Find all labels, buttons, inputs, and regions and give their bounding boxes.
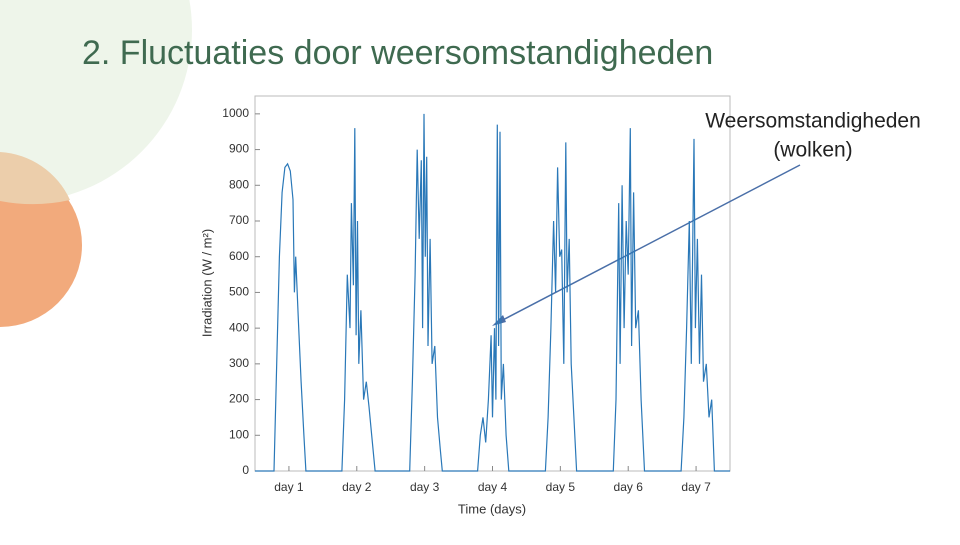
slide-title: 2. Fluctuaties door weersomstandigheden	[82, 34, 713, 72]
x-tick-label: day 7	[681, 480, 711, 494]
annotation-arrow	[496, 164, 801, 324]
decor-circle	[0, 163, 82, 327]
x-tick-label: day 5	[546, 480, 576, 494]
y-tick-label: 600	[229, 249, 249, 263]
x-tick-label: day 3	[410, 480, 440, 494]
annotation: Weersomstandigheden	[705, 110, 921, 133]
x-tick-label: day 2	[342, 480, 372, 494]
decor-circle	[0, 0, 192, 202]
y-tick-label: 100	[229, 427, 249, 441]
y-tick-label: 700	[229, 213, 249, 227]
decor-overlap	[0, 152, 70, 205]
x-tick-label: day 4	[478, 480, 508, 494]
y-tick-label: 1000	[222, 106, 249, 120]
y-tick-label: 500	[229, 285, 249, 299]
y-tick-label: 300	[229, 356, 249, 370]
y-tick-label: 0	[242, 463, 249, 477]
x-tick-label: day 1	[274, 480, 304, 494]
y-tick-label: 200	[229, 392, 249, 406]
y-axis-label: Irradiation (W / m²)	[199, 229, 214, 337]
y-tick-label: 400	[229, 320, 249, 334]
y-tick-label: 900	[229, 142, 249, 156]
annotation: (wolken)	[773, 139, 852, 162]
data-line	[255, 113, 730, 472]
y-tick-label: 800	[229, 177, 249, 191]
x-axis-label: Time (days)	[458, 501, 526, 516]
x-tick-label: day 6	[614, 480, 644, 494]
